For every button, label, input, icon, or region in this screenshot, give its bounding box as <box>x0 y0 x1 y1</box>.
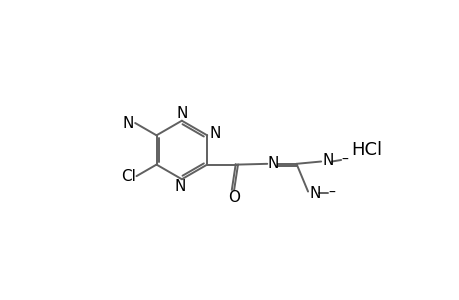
Text: N: N <box>174 179 185 194</box>
Text: N: N <box>308 186 320 201</box>
Text: HCl: HCl <box>350 141 381 159</box>
Text: N: N <box>267 156 279 171</box>
Text: N: N <box>176 106 187 121</box>
Text: N: N <box>209 126 220 141</box>
Text: –: – <box>341 153 348 167</box>
Text: –: – <box>328 186 335 200</box>
Text: N: N <box>322 153 333 168</box>
Text: Cl: Cl <box>121 169 136 184</box>
Text: N: N <box>122 116 134 130</box>
Text: O: O <box>228 190 240 205</box>
